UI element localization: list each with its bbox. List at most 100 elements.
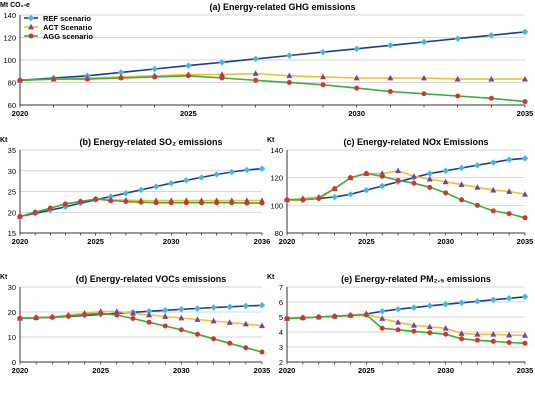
data-point [253,77,259,83]
data-point [168,180,175,187]
data-point [117,69,125,76]
data-point [363,171,369,177]
chart-title: (d) Energy-related VOCs emissions [76,274,227,284]
data-point [226,319,233,325]
data-point [17,213,23,219]
legend-marker [28,23,34,30]
y-tick-label: 60 [8,101,16,110]
x-tick-label: 2020 [12,109,29,118]
data-point [488,95,494,101]
data-point [442,167,449,174]
x-tick-label: 2025 [92,366,109,375]
data-point [123,198,129,204]
x-tick-label: 2020 [279,366,296,375]
data-point [521,293,529,300]
data-point [129,310,136,316]
data-point [490,186,497,193]
y-tick-label: 100 [270,201,283,210]
data-point [194,305,201,312]
y-tick-label: 6 [279,298,283,307]
data-point [458,299,465,306]
data-point [227,340,233,346]
data-point [420,38,428,46]
data-point [506,188,513,194]
data-point [185,73,191,79]
data-point [522,340,528,346]
data-point [347,191,354,198]
data-point [98,310,104,316]
data-point [194,316,201,322]
data-point [243,345,249,351]
y-tick-label: 20 [8,208,16,217]
chart-panel-1: 60 80 100 120 140 2020 2025 2030 2035 (a) Energy-… [0,2,533,118]
data-point [426,323,433,330]
data-point [505,156,513,163]
data-point [442,301,449,308]
series-line-3 [19,74,526,103]
data-point [379,173,385,179]
data-point [185,62,192,69]
data-point [354,85,360,91]
data-point [316,195,322,201]
y-tick-label: 120 [270,174,283,183]
x-tick-label: 2020 [279,237,296,246]
data-point [442,325,449,331]
data-point [490,338,496,344]
data-point [474,298,481,305]
data-point [474,162,481,169]
data-point [84,76,90,82]
data-point [319,48,327,56]
data-point [130,316,136,321]
data-point [198,174,205,181]
data-point [363,312,369,318]
y-tick-label: 30 [8,283,16,292]
data-point [379,315,386,321]
data-point [455,93,461,99]
data-point [332,313,338,319]
data-point [387,74,394,81]
y-tick-label: 7 [279,283,283,292]
data-point [490,159,497,166]
data-point [332,186,338,192]
x-tick-label: 2020 [12,237,29,246]
data-point [411,328,417,334]
x-tick-label: 2030 [437,366,454,375]
data-point [426,170,433,177]
data-point [488,75,495,82]
data-point [474,331,481,337]
data-point [178,314,185,321]
data-point [395,327,401,333]
y-tick-label: 25 [8,188,16,197]
x-tick-label: 2030 [173,366,190,375]
data-point [194,331,200,337]
legend-label: ACT Scenario [43,23,93,32]
x-tick-label: 2025 [180,109,197,118]
data-point [33,315,39,321]
x-tick-label: 2030 [163,237,180,246]
data-point [93,196,99,202]
data-point [107,193,114,200]
data-point [521,28,529,36]
y-tick-label: 30 [8,167,16,176]
x-tick-label: 2030 [348,109,365,118]
data-point [122,189,130,197]
data-point [522,191,528,197]
data-point [17,77,23,83]
data-point [78,198,83,204]
data-point [522,332,528,338]
series-line-3 [286,313,526,345]
data-point [421,74,427,81]
data-point [152,183,160,190]
x-tick-label: 2035 [517,109,534,118]
y-axis-label: Kt [267,274,275,281]
data-point [347,175,353,181]
data-point [145,308,153,315]
data-point [146,319,152,325]
y-axis-label: Kt [267,137,275,144]
y-tick-label: 10 [8,333,16,342]
data-point [395,177,401,183]
data-point [521,155,529,162]
y-tick-label: 2 [279,358,283,367]
data-point [242,320,249,327]
